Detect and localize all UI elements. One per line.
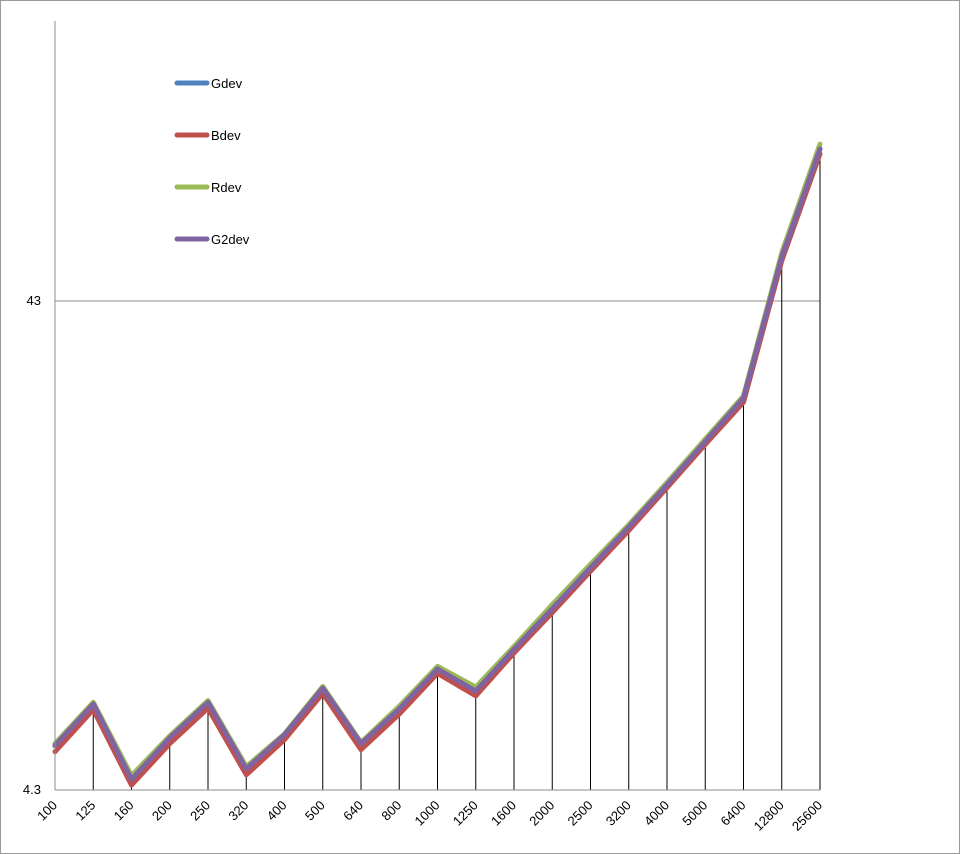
data-point-g2dev (780, 255, 783, 258)
data-point-g2dev (436, 668, 439, 670)
data-point-g2dev (321, 687, 324, 689)
data-point-bdev (283, 738, 286, 741)
drop-lines (54, 144, 821, 790)
data-point-g2dev (627, 525, 630, 528)
x-tick-label: 6400 (718, 798, 749, 829)
data-point-bdev (130, 784, 133, 786)
x-tick-label: 2000 (526, 798, 557, 829)
data-point-g2dev (513, 648, 515, 651)
x-tick-label: 640 (340, 798, 366, 824)
data-point-g2dev (551, 607, 554, 610)
data-point-g2dev (360, 742, 362, 745)
x-tick-label: 2500 (565, 798, 596, 829)
x-tick-label: 400 (264, 798, 290, 824)
legend-label-bdev: Bdev (211, 128, 241, 143)
data-point-g2dev (283, 733, 286, 736)
x-tick-label: 4000 (641, 798, 672, 829)
x-tick-label: 500 (302, 798, 328, 824)
x-tick-label: 160 (111, 798, 137, 824)
legend: Gdev Bdev Rdev G2dev (174, 76, 250, 247)
legend-label-rdev: Rdev (211, 180, 242, 195)
data-point-g2dev (742, 397, 745, 399)
x-tick-label: 250 (187, 798, 213, 824)
data-point-g2dev (589, 566, 592, 569)
data-point-g2dev (92, 703, 95, 705)
data-point-bdev (168, 742, 171, 745)
data-point-rdev (819, 143, 821, 145)
x-tick-label: 800 (378, 798, 404, 824)
data-point-g2dev (704, 440, 707, 443)
data-point-g2dev (207, 701, 209, 704)
y-tick-label: 4.3 (23, 782, 41, 797)
x-tick-label: 200 (149, 798, 175, 824)
x-tick-label: 1250 (450, 798, 481, 829)
data-point-g2dev (666, 483, 668, 486)
data-point-g2dev (168, 736, 171, 739)
x-tick-label: 100 (34, 798, 60, 824)
data-point-bdev (398, 713, 401, 715)
y-tick-label: 43 (27, 293, 41, 308)
data-point-g2dev (245, 768, 248, 770)
series-lines (52, 141, 823, 788)
data-point-g2dev (819, 148, 821, 150)
x-tick-label: 12800 (751, 798, 787, 834)
x-tick-label: 1000 (412, 798, 443, 829)
data-point-bdev (474, 695, 477, 697)
x-tick-label: 320 (225, 798, 251, 824)
x-tick-label: 3200 (603, 798, 634, 829)
x-tick-label: 1600 (488, 798, 519, 829)
data-point-g2dev (474, 690, 477, 692)
data-point-bdev (245, 773, 248, 776)
data-point-g2dev (130, 778, 133, 781)
legend-label-gdev: Gdev (211, 76, 243, 91)
legend-label-g2dev: G2dev (211, 232, 250, 247)
x-tick-label: 125 (72, 798, 98, 824)
data-point-g2dev (398, 708, 401, 710)
x-tick-label: 25600 (789, 798, 825, 834)
x-tick-label: 5000 (679, 798, 710, 829)
data-point-bdev (360, 748, 362, 751)
